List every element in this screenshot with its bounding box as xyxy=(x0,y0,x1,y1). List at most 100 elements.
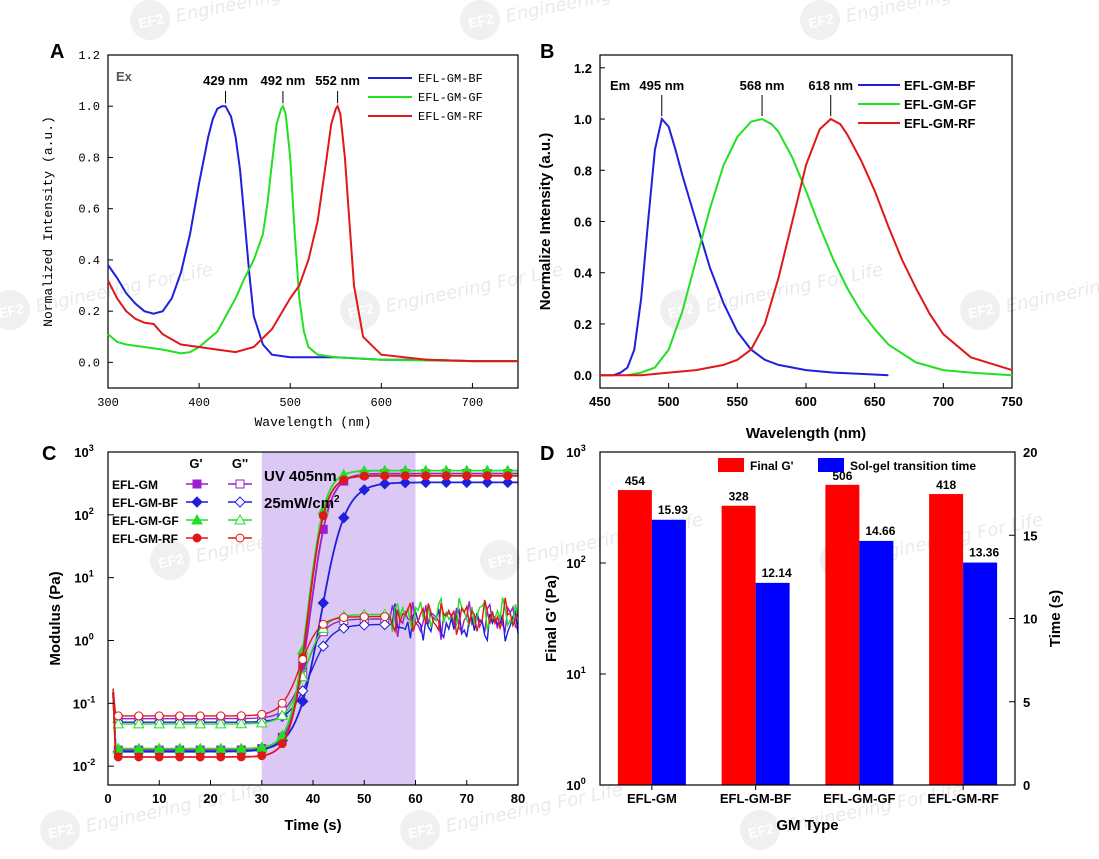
y-tick-label: 0.4 xyxy=(78,254,100,268)
x-tick-label: 40 xyxy=(306,791,320,806)
gprime-point xyxy=(400,471,410,481)
watermark-logo-text: EF2 xyxy=(967,300,996,321)
gdouble-point xyxy=(132,717,145,729)
bar-value-label: 13.36 xyxy=(969,546,999,560)
gdouble-point xyxy=(358,619,370,631)
x-tick-label: 500 xyxy=(279,396,301,410)
gdouble-point xyxy=(339,613,349,623)
bar-value-label: 12.14 xyxy=(762,566,792,580)
bar-value-label: 328 xyxy=(729,490,749,504)
gdouble-point xyxy=(317,640,329,652)
x-axis-label: Wavelength (nm) xyxy=(254,415,371,430)
transition-time-bar xyxy=(651,519,686,785)
gprime-point xyxy=(441,471,451,481)
panel-c-letter: C xyxy=(42,443,56,465)
y-axis-label: Final G' (Pa) xyxy=(543,575,560,662)
gprime-point xyxy=(503,471,513,481)
y-tick-label: 102 xyxy=(74,506,93,523)
legend-label: EFL-GM-GF xyxy=(112,514,179,528)
series-line xyxy=(627,117,1013,377)
y-tick-label: 0.2 xyxy=(574,317,592,332)
series-line xyxy=(600,117,1013,377)
gdouble-point xyxy=(235,717,248,729)
y-tick-label: 100 xyxy=(74,631,93,648)
watermark: EF2 Engineering For Life xyxy=(960,259,1099,330)
legend-label: EFL-GM-BF xyxy=(112,496,178,510)
gdouble-point xyxy=(153,717,166,729)
gprime-point xyxy=(339,475,349,485)
uv-label: UV 405nm xyxy=(264,468,337,485)
x-tick-label: 650 xyxy=(864,394,886,409)
watermark-text: Engineering For Life xyxy=(704,259,885,317)
y2-axis-label: Time (s) xyxy=(1047,590,1064,647)
watermark-logo-text: EF2 xyxy=(807,10,836,31)
y-tick-label: 1.0 xyxy=(574,112,592,127)
gprime-point xyxy=(257,751,267,761)
y-tick-label: 10-2 xyxy=(73,757,95,774)
legend-label: EFL-GM-GF xyxy=(418,91,483,105)
x-tick-label: 750 xyxy=(1001,394,1023,409)
watermark-logo-icon xyxy=(150,540,190,580)
gdouble-point xyxy=(277,698,287,708)
watermark: EF2 Engineering For Life xyxy=(460,0,685,40)
y-tick-label: 10-1 xyxy=(73,694,95,711)
watermark-logo-icon xyxy=(340,290,380,330)
inner-label: Em xyxy=(610,78,630,93)
gprime-point xyxy=(380,471,390,481)
series-line xyxy=(107,104,518,363)
x-tick-label: EFL-GM-GF xyxy=(823,791,895,806)
y-tick-label: 100 xyxy=(566,776,585,793)
panel-b-letter: B xyxy=(540,41,554,63)
gdouble-point xyxy=(236,711,246,721)
x-tick-label: 30 xyxy=(255,791,269,806)
gdouble-point xyxy=(255,716,268,728)
watermark: EF2 Engineering For Life xyxy=(40,779,265,850)
y2-tick-label: 0 xyxy=(1023,778,1030,793)
gdouble-point xyxy=(154,711,164,721)
gprime-point xyxy=(236,752,246,762)
watermark-logo-text: EF2 xyxy=(487,550,516,571)
x-tick-label: 600 xyxy=(795,394,817,409)
y-tick-label: 101 xyxy=(74,569,93,586)
y-tick-label: 1.2 xyxy=(574,61,592,76)
y2-tick-label: 15 xyxy=(1023,528,1037,543)
panel-a-letter: A xyxy=(50,41,64,63)
watermark-text: Engineering For Life xyxy=(1004,259,1099,317)
legend-marker-open xyxy=(234,513,246,525)
watermark-logo-text: EF2 xyxy=(137,10,166,31)
plot-frame xyxy=(107,54,519,389)
y-tick-label: 103 xyxy=(566,443,585,460)
legend-header-gdouble: G'' xyxy=(232,456,248,471)
x-tick-label: 700 xyxy=(932,394,954,409)
gprime-point xyxy=(421,471,431,481)
gprime-point xyxy=(481,476,493,489)
x-tick-label: 300 xyxy=(97,396,119,410)
y-tick-label: 101 xyxy=(566,665,585,682)
x-tick-label: 700 xyxy=(462,396,484,410)
gprime-point xyxy=(399,476,411,489)
transition-time-bar xyxy=(963,562,998,785)
gdouble-point xyxy=(359,612,369,622)
gprime-point xyxy=(277,739,287,749)
x-tick-label: 450 xyxy=(589,394,611,409)
watermark-logo-icon xyxy=(480,540,520,580)
peak-annotation: 492 nm xyxy=(261,73,306,88)
x-tick-label: 600 xyxy=(371,396,393,410)
legend-label: Final G' xyxy=(750,459,794,473)
gprime-point xyxy=(113,752,123,762)
gdouble-point xyxy=(214,717,227,729)
legend-marker-filled xyxy=(191,496,203,508)
y2-tick-label: 20 xyxy=(1023,445,1037,460)
legend-swatch xyxy=(718,458,744,472)
x-tick-label: 550 xyxy=(726,394,748,409)
gdouble-point xyxy=(194,717,207,729)
legend-marker-filled xyxy=(191,513,203,525)
x-tick-label: 70 xyxy=(460,791,474,806)
x-tick-label: 20 xyxy=(203,791,217,806)
legend-marker-open xyxy=(235,479,245,489)
watermark-logo-icon xyxy=(660,290,700,330)
watermark-text: Engineering For Life xyxy=(174,0,355,27)
gprime-point xyxy=(134,752,144,762)
legend-marker-filled xyxy=(192,533,202,543)
bar-value-label: 506 xyxy=(832,469,852,483)
